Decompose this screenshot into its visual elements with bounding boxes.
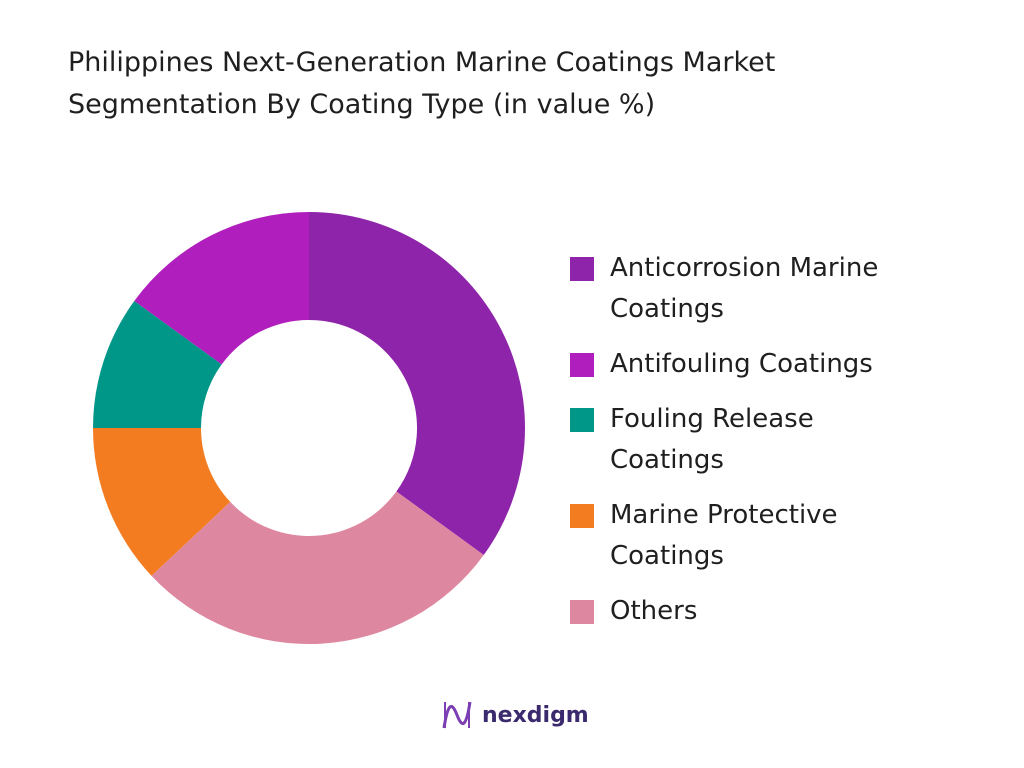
brand: nexdigm (440, 698, 589, 732)
legend-item: Others (570, 591, 930, 632)
donut-slice (93, 301, 222, 428)
legend-item: Marine Protective Coatings (570, 495, 930, 577)
legend-label: Antifouling Coatings (610, 349, 873, 379)
brand-logo (442, 701, 472, 729)
legend-swatch (570, 600, 594, 624)
legend-label: Others (610, 596, 698, 626)
legend-swatch (570, 257, 594, 281)
legend-item: Fouling Release Coatings (570, 399, 930, 481)
donut-slice (93, 428, 231, 576)
legend-item: Anticorrosion Marine Coatings (570, 248, 930, 330)
donut-slice (134, 212, 309, 365)
donut-slice (151, 491, 484, 645)
chart (93, 212, 525, 645)
legend: Anticorrosion Marine Coatings Antifouling… (570, 248, 930, 646)
donut-slice (309, 212, 525, 555)
legend-swatch (570, 353, 594, 377)
legend-label: Anticorrosion Marine Coatings (610, 253, 879, 324)
chart-title: Philippines Next-Generation Marine Coati… (68, 47, 776, 120)
legend-swatch (570, 408, 594, 432)
legend-label: Marine Protective Coatings (610, 500, 838, 571)
legend-swatch (570, 504, 594, 528)
brand-name: nexdigm (482, 702, 589, 728)
legend-label: Fouling Release Coatings (610, 404, 814, 475)
legend-item: Antifouling Coatings (570, 344, 930, 385)
